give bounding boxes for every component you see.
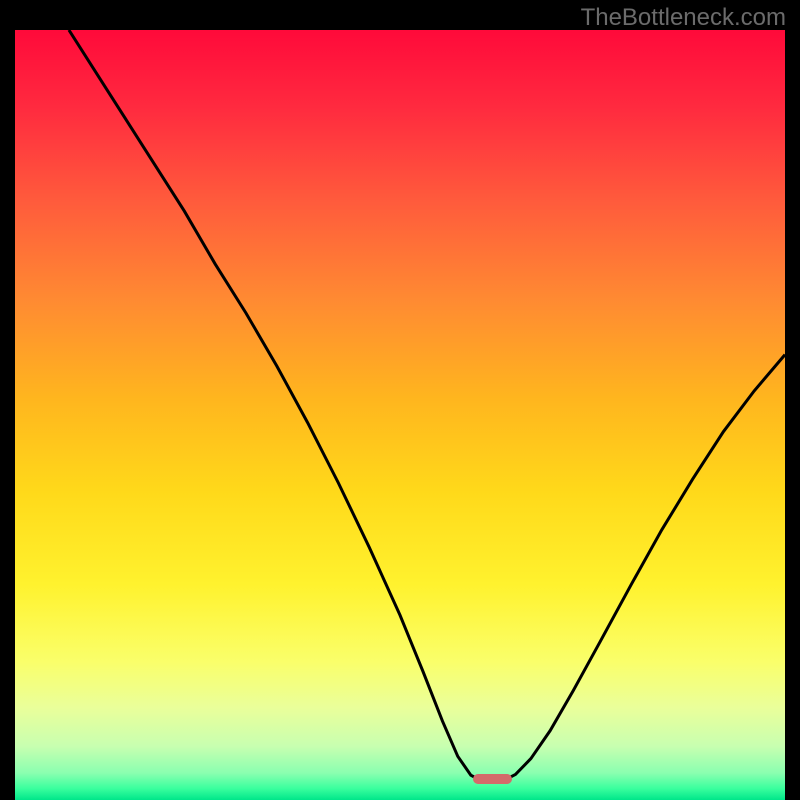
curve-right [504,355,785,781]
watermark-text: TheBottleneck.com [581,4,786,32]
curve-layer [15,30,785,785]
bottleneck-marker [473,774,512,785]
chart-frame: TheBottleneck.com [0,0,800,800]
curve-left [69,30,481,780]
plot-area [15,30,785,785]
